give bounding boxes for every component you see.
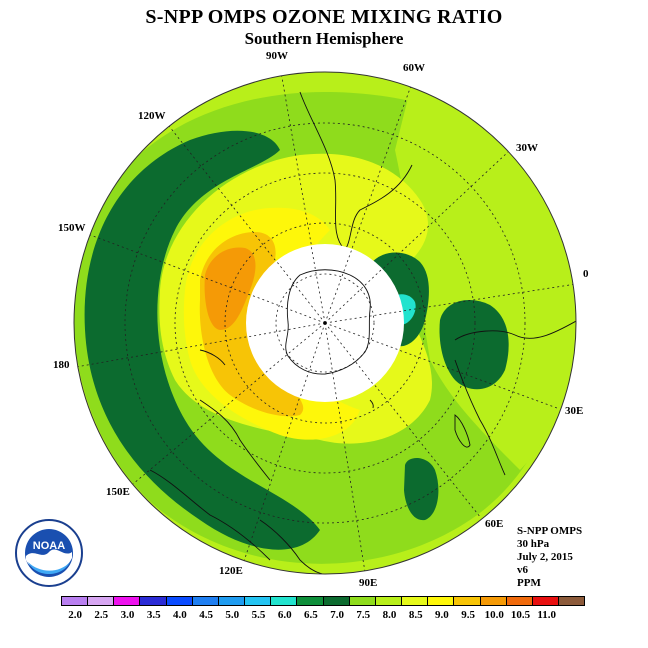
colorbar-swatch — [453, 597, 480, 605]
lon-label-150w: 150W — [58, 222, 86, 234]
info-level: 30 hPa — [517, 538, 550, 550]
antarctica-coastline — [285, 269, 371, 375]
colorbar-tick-label: 10.5 — [510, 609, 531, 621]
colorbar-tick-label: 2.0 — [68, 609, 82, 621]
lon-label-120e: 120E — [219, 565, 243, 577]
colorbar-swatch — [531, 597, 558, 605]
lon-label-150e: 150E — [106, 486, 130, 498]
colorbar-swatch — [427, 597, 454, 605]
colorbar-swatch — [217, 597, 245, 605]
colorbar-tick-label: 5.0 — [225, 609, 240, 621]
colorbar-tick-label: 8.5 — [408, 609, 423, 621]
map-subtitle: Southern Hemisphere — [244, 29, 404, 48]
colorbar-swatch — [165, 597, 192, 605]
colorbar-tick-label: 7.0 — [330, 609, 344, 621]
colorbar-swatch — [322, 597, 349, 605]
map-title: S-NPP OMPS OZONE MIXING RATIO — [145, 6, 503, 28]
colorbar-tick-label: 2.5 — [94, 609, 109, 621]
lon-label-120w: 120W — [138, 110, 166, 122]
lon-label-0: 0 — [583, 268, 589, 280]
colorbar-tick-label: 10.0 — [484, 609, 504, 621]
colorbar-tick-label: 6.5 — [304, 609, 318, 621]
colorbar-swatch — [270, 597, 297, 605]
ozone-field — [74, 72, 576, 574]
info-block: S-NPP OMPS 30 hPa July 2, 2015 v6 PPM — [517, 525, 582, 590]
colorbar-swatch — [401, 597, 428, 605]
lon-label-30e: 30E — [565, 405, 584, 417]
lon-label-90w: 90W — [266, 50, 288, 62]
colorbar-swatch — [479, 597, 506, 605]
colorbar-tick-label: 9.5 — [461, 609, 475, 621]
info-instrument: S-NPP OMPS — [517, 525, 583, 537]
colorbar-swatch — [348, 597, 375, 605]
colorbar-swatch — [62, 597, 88, 605]
noaa-logo: NOAA — [15, 519, 83, 587]
colorbar-ticks: 2.0 2.5 3.0 3.5 4.0 4.5 5.0 5.5 6.0 6.5 7.0 7.5 8.0 8… — [61, 609, 585, 623]
colorbar-tick-label: 5.5 — [251, 609, 266, 621]
colorbar-swatch — [244, 597, 271, 605]
lon-label-60e: 60E — [485, 518, 504, 530]
colorbar-swatch — [505, 597, 532, 605]
colorbar-tick-label: 9.0 — [435, 609, 449, 621]
colorbar-tick-label: 4.0 — [173, 609, 187, 621]
lon-label-90e: 90E — [359, 577, 378, 589]
colorbar-tick-label: 4.5 — [199, 609, 213, 621]
colorbar-swatch — [87, 597, 114, 605]
colorbar — [61, 596, 585, 606]
colorbar-tick-label: 7.5 — [356, 609, 371, 621]
colorbar-tick-label: 8.0 — [382, 609, 397, 621]
colorbar-swatch — [139, 597, 166, 605]
colorbar-swatch — [113, 597, 140, 605]
lon-label-180: 180 — [53, 359, 70, 371]
colorbar-tick-label: 3.0 — [120, 609, 135, 621]
info-version: v6 — [517, 564, 528, 576]
colorbar-tick-label: 11.0 — [537, 609, 557, 621]
info-date: July 2, 2015 — [517, 551, 573, 563]
lon-label-30w: 30W — [516, 142, 538, 154]
logo-text: NOAA — [33, 540, 65, 552]
colorbar-tick-label: 6.0 — [277, 609, 292, 621]
lon-label-60w: 60W — [403, 62, 425, 74]
colorbar-swatch — [374, 597, 402, 605]
colorbar-swatch — [557, 597, 585, 605]
colorbar-swatch — [296, 597, 323, 605]
colorbar-swatch — [191, 597, 218, 605]
info-units: PPM — [517, 577, 541, 589]
colorbar-tick-label: 3.5 — [146, 609, 161, 621]
